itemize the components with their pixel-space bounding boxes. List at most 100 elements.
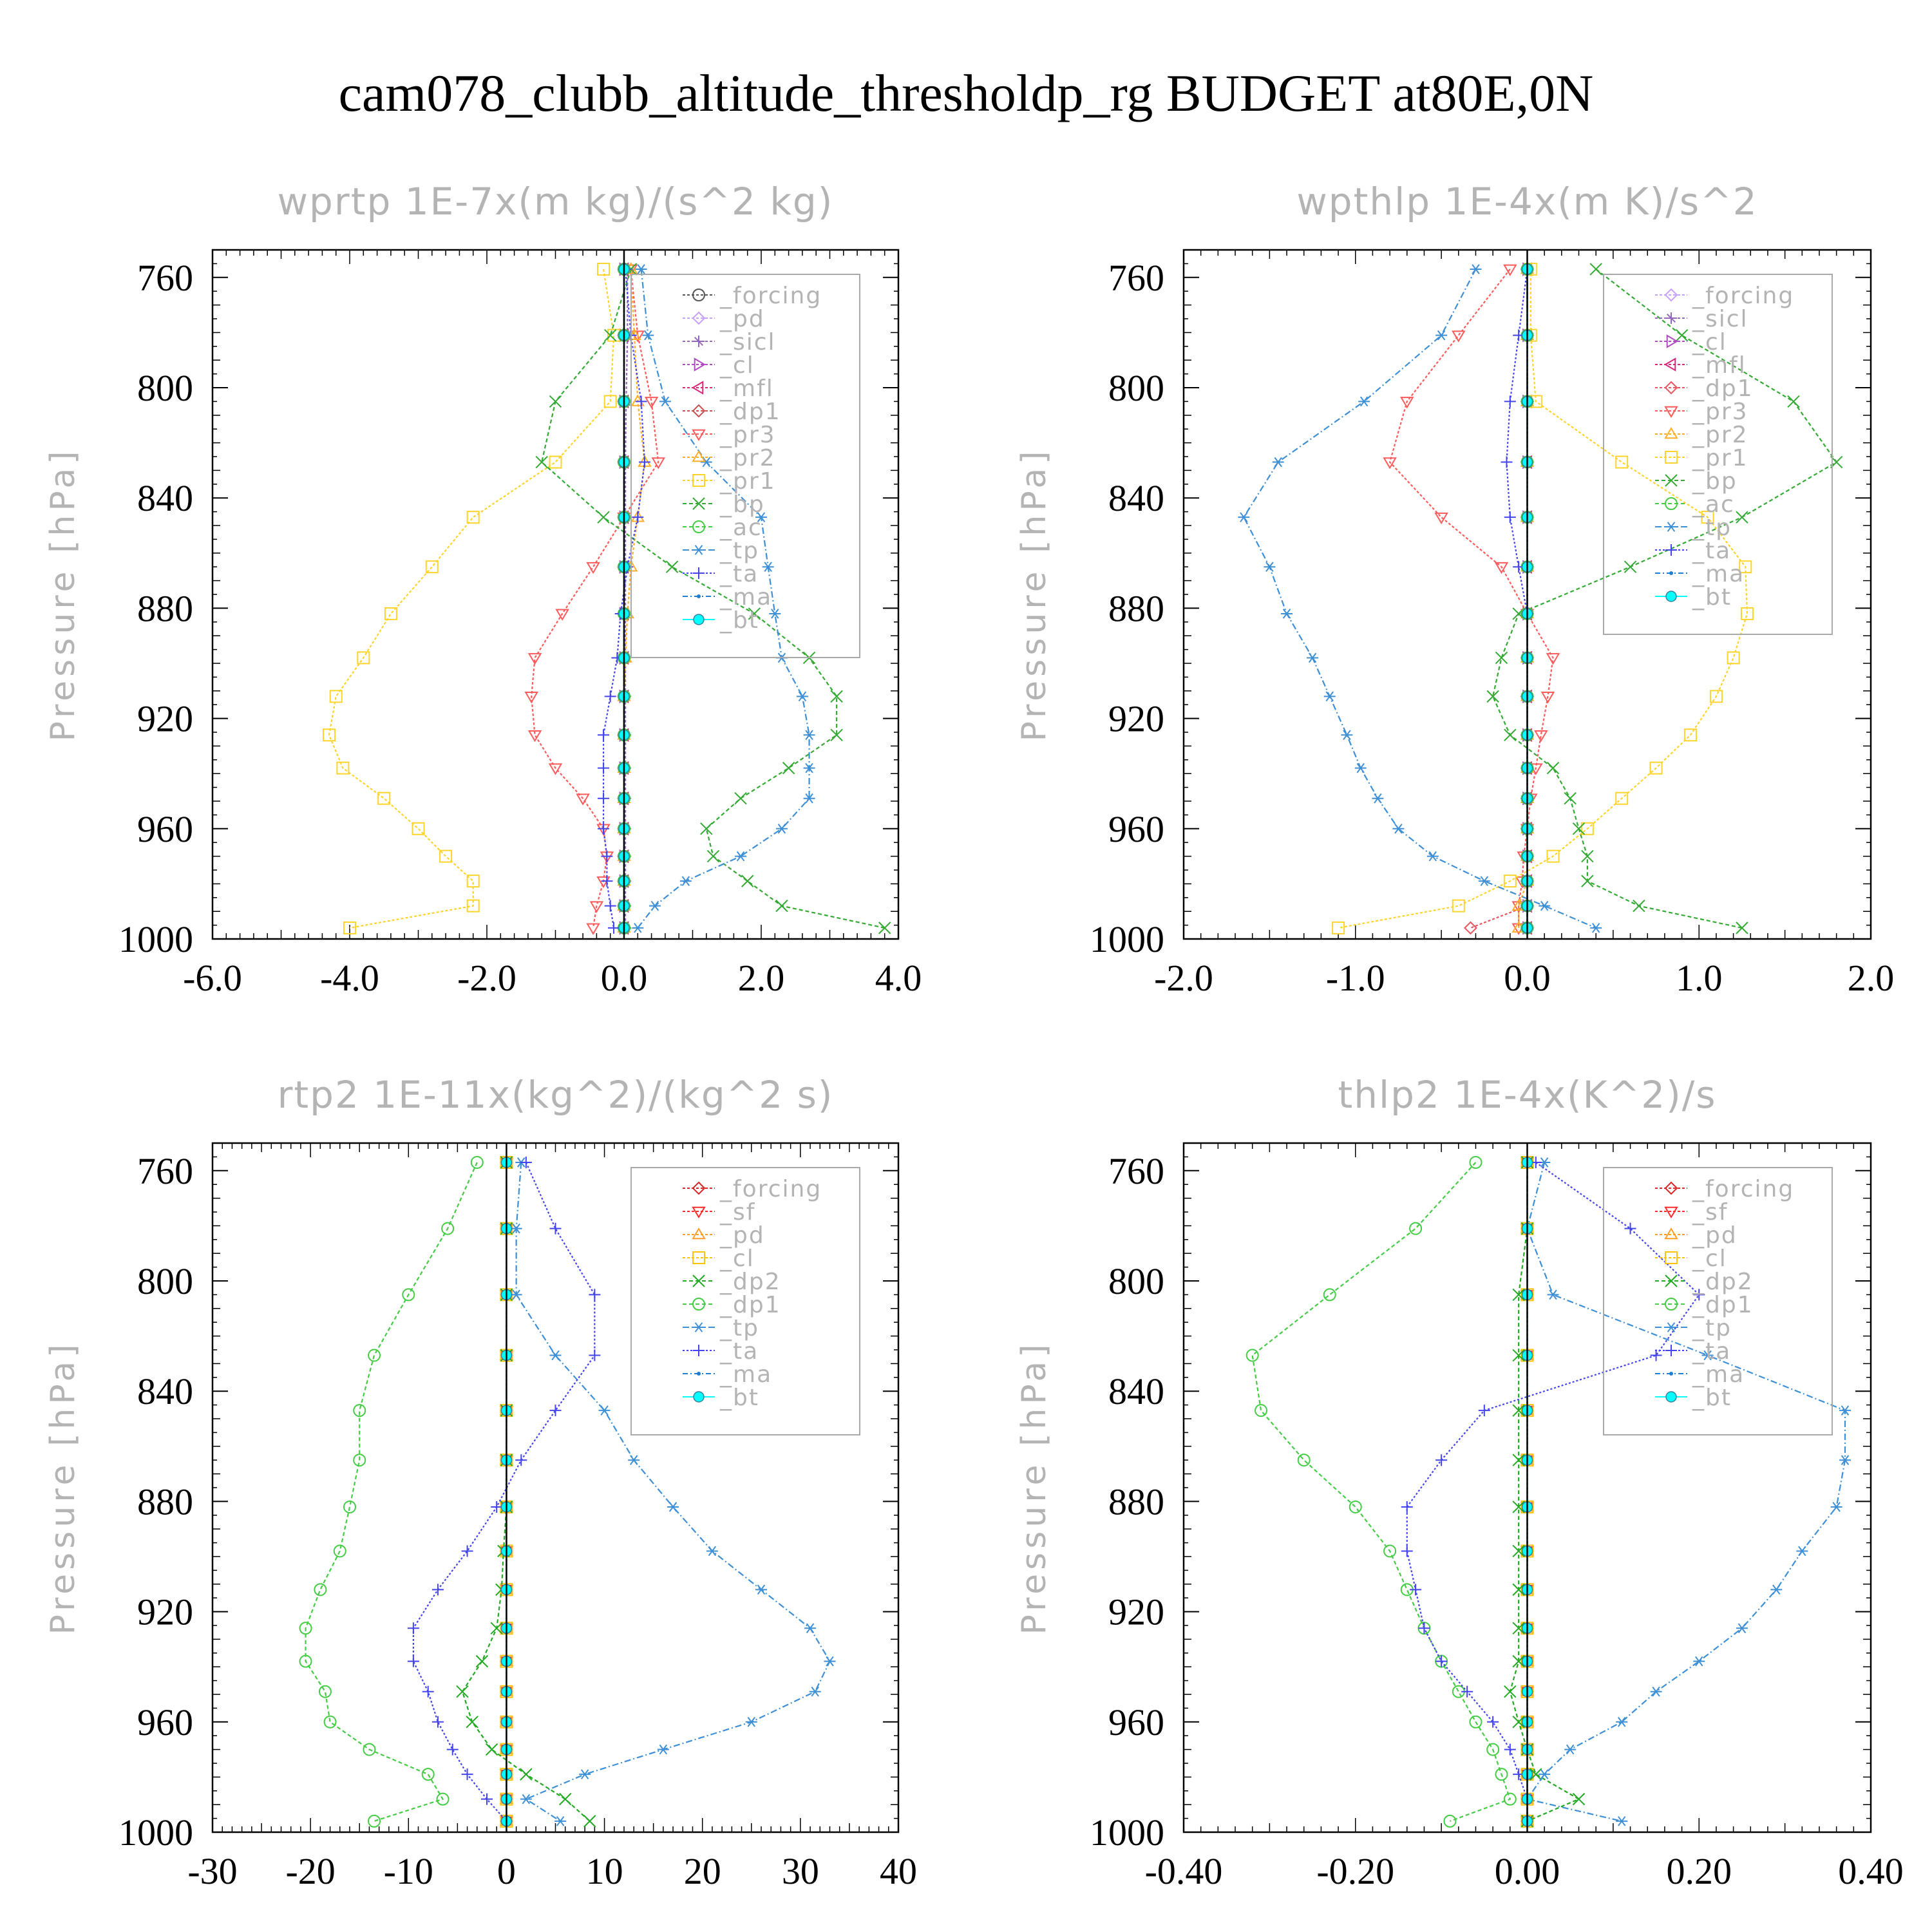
point_tp (803, 762, 815, 773)
legend-label: _ta (1692, 538, 1731, 564)
point_ta (598, 822, 610, 835)
panel-4: thlp2 1E-4x(K^2)/s Pressure [hPa] -0.40 -0.… (1015, 1073, 1904, 1892)
point_ta (481, 1793, 493, 1805)
point_ta (520, 1156, 532, 1168)
point_pr3 (586, 923, 600, 935)
legend: _forcing_pd_sicl_cl_mfl_dp1_pr3_pr2_pr1_… (630, 274, 860, 658)
panel-title: wprtp 1E-7x(m kg)/(s^2 kg) (278, 180, 834, 223)
legend-item: _ma (1655, 561, 1745, 587)
point_bp (549, 395, 562, 408)
legend-marker (694, 357, 706, 372)
point_dp1 (421, 1768, 435, 1781)
legend-item: _bp (1655, 468, 1736, 495)
point_pr3 (1546, 653, 1560, 665)
x-tick-label: -4.0 (320, 957, 379, 999)
legend-label: _bp (719, 491, 765, 518)
point_tp (824, 1656, 836, 1667)
legend-item: _pr2 (1655, 422, 1747, 448)
legend-item: _forcing (683, 283, 820, 309)
legend-item: _sf (1655, 1199, 1727, 1226)
point_ta (1410, 1584, 1422, 1596)
legend-marker (692, 497, 705, 510)
point_dp1 (333, 1544, 346, 1558)
series_tp (510, 1157, 836, 1826)
y-tick-label: 760 (137, 257, 193, 299)
y-tick-label: 880 (1108, 1481, 1164, 1522)
legend-item: _cl (683, 352, 753, 379)
point_tp (735, 851, 747, 862)
legend-marker (692, 429, 706, 441)
point_tp (1478, 876, 1490, 886)
series_bp (1486, 263, 1843, 934)
point_ta (598, 792, 610, 804)
point_pr3 (1534, 730, 1548, 743)
point_tp (1770, 1584, 1783, 1595)
point_bp (830, 690, 843, 703)
x-tick-label: 0.40 (1838, 1850, 1904, 1892)
legend-box (1603, 1167, 1833, 1435)
x-tick-label: -2.0 (457, 957, 516, 999)
point_bp (1495, 651, 1508, 665)
point_tp (1264, 562, 1276, 573)
legend-item: _forcing (683, 1176, 820, 1202)
x-tick-label: -2.0 (1154, 957, 1213, 999)
point_tp (1470, 264, 1482, 274)
point_dp1 (470, 1155, 484, 1169)
point_pr1 (1740, 607, 1754, 620)
legend-item: _pd (683, 1222, 765, 1249)
legend-label: _pr3 (1692, 399, 1748, 425)
point_pr3 (644, 397, 659, 409)
point_dp2 (520, 1768, 533, 1781)
x-tick-label: 0.20 (1667, 1850, 1732, 1892)
point_bp (1675, 328, 1689, 342)
series_tp (632, 264, 815, 933)
legend-item: _dp2 (683, 1269, 780, 1295)
point_pr1 (1580, 822, 1594, 835)
point_ta (422, 1685, 434, 1698)
legend-label: _bt (719, 607, 759, 634)
legend-label: _pd (719, 1222, 765, 1249)
legend-label: _cl (1692, 1245, 1727, 1272)
legend-label: _pr2 (719, 445, 776, 471)
legend-marker (692, 289, 705, 301)
point_dp2 (1512, 1349, 1525, 1362)
point_bp (1486, 690, 1499, 703)
point_tp (554, 1816, 567, 1826)
legend-item: _ac (1655, 491, 1734, 518)
figure-title: cam078_clubb_altitude_thresholdp_rg BUDG… (339, 64, 1594, 122)
point_dp1 (436, 1792, 450, 1806)
point_ta (431, 1716, 444, 1728)
legend-marker (692, 1251, 705, 1264)
point_pr1 (1727, 651, 1740, 665)
point_ta (407, 1655, 419, 1667)
point_pr1 (1332, 921, 1345, 934)
series-line_dp2 (1509, 1162, 1580, 1822)
point_bp (665, 560, 679, 573)
point_tp (1354, 762, 1367, 773)
point_tp (1650, 1686, 1662, 1697)
point_tp (1693, 1656, 1705, 1667)
point_dp1 (1349, 1500, 1362, 1513)
legend-item: _cl (683, 1245, 753, 1272)
series-line_sicl (625, 269, 629, 928)
point_ta (1650, 1349, 1662, 1361)
legend-item: _ac (683, 515, 761, 541)
legend-label: _dp2 (1692, 1269, 1754, 1295)
y-tick-label: 960 (1108, 1701, 1164, 1743)
point_tp (1281, 609, 1293, 619)
series-line_dp1 (1251, 1162, 1511, 1822)
legend-label: _pr1 (719, 468, 776, 495)
legend-item: _pr2 (683, 445, 776, 471)
y-tick-label: 960 (137, 808, 193, 850)
point_dp1 (353, 1404, 366, 1417)
legend-label: _dp1 (719, 399, 781, 425)
point_tp (1307, 652, 1319, 663)
legend-label: _ma (1692, 561, 1745, 587)
point_ta (1418, 1622, 1430, 1634)
legend-item: _bt (1655, 1385, 1730, 1411)
y-axis-label: Pressure [hPa] (44, 1341, 82, 1635)
legend-item: _tp (683, 1315, 758, 1341)
legend-item: _dp1 (683, 399, 781, 425)
point_tp (628, 1455, 640, 1465)
point_dp2 (559, 1792, 572, 1806)
